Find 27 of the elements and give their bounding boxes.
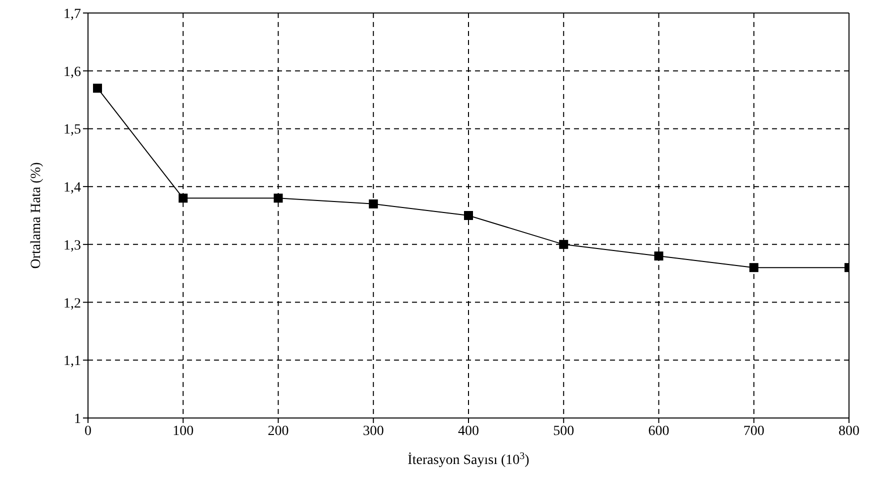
y-axis-title: Ortalama Hata (%)	[29, 162, 44, 269]
y-tick-label: 1,7	[64, 6, 81, 22]
x-tick-label: 700	[743, 424, 764, 439]
x-tick-label: 500	[553, 424, 574, 439]
y-tick-label: 1,1	[64, 354, 81, 370]
point	[559, 240, 568, 249]
x-tick-label: 600	[648, 424, 670, 439]
x-axis-title: İterasyon Sayısı (10$^{3}$)	[408, 450, 530, 468]
point	[178, 194, 188, 203]
point	[464, 211, 473, 220]
point	[93, 84, 102, 93]
y-tick-label: 1,2	[64, 296, 81, 312]
x-tick-label: 200	[268, 424, 289, 439]
y-tick-label: 1	[74, 412, 81, 427]
x-tick-label: 300	[362, 424, 384, 439]
point	[749, 263, 758, 272]
point	[368, 199, 378, 208]
x-tick-label: 800	[838, 424, 860, 439]
y-tick-label: 1,6	[64, 64, 81, 80]
y-tick-label: 1,3	[64, 238, 81, 254]
point	[274, 194, 283, 203]
y-tick-label: 1,5	[64, 122, 81, 138]
point	[654, 252, 664, 260]
x-tick-label: 0	[84, 424, 92, 439]
x-tick-label: 100	[172, 424, 194, 439]
x-tick-label: 400	[458, 424, 479, 439]
y-tick-label: 1,4	[64, 180, 81, 196]
